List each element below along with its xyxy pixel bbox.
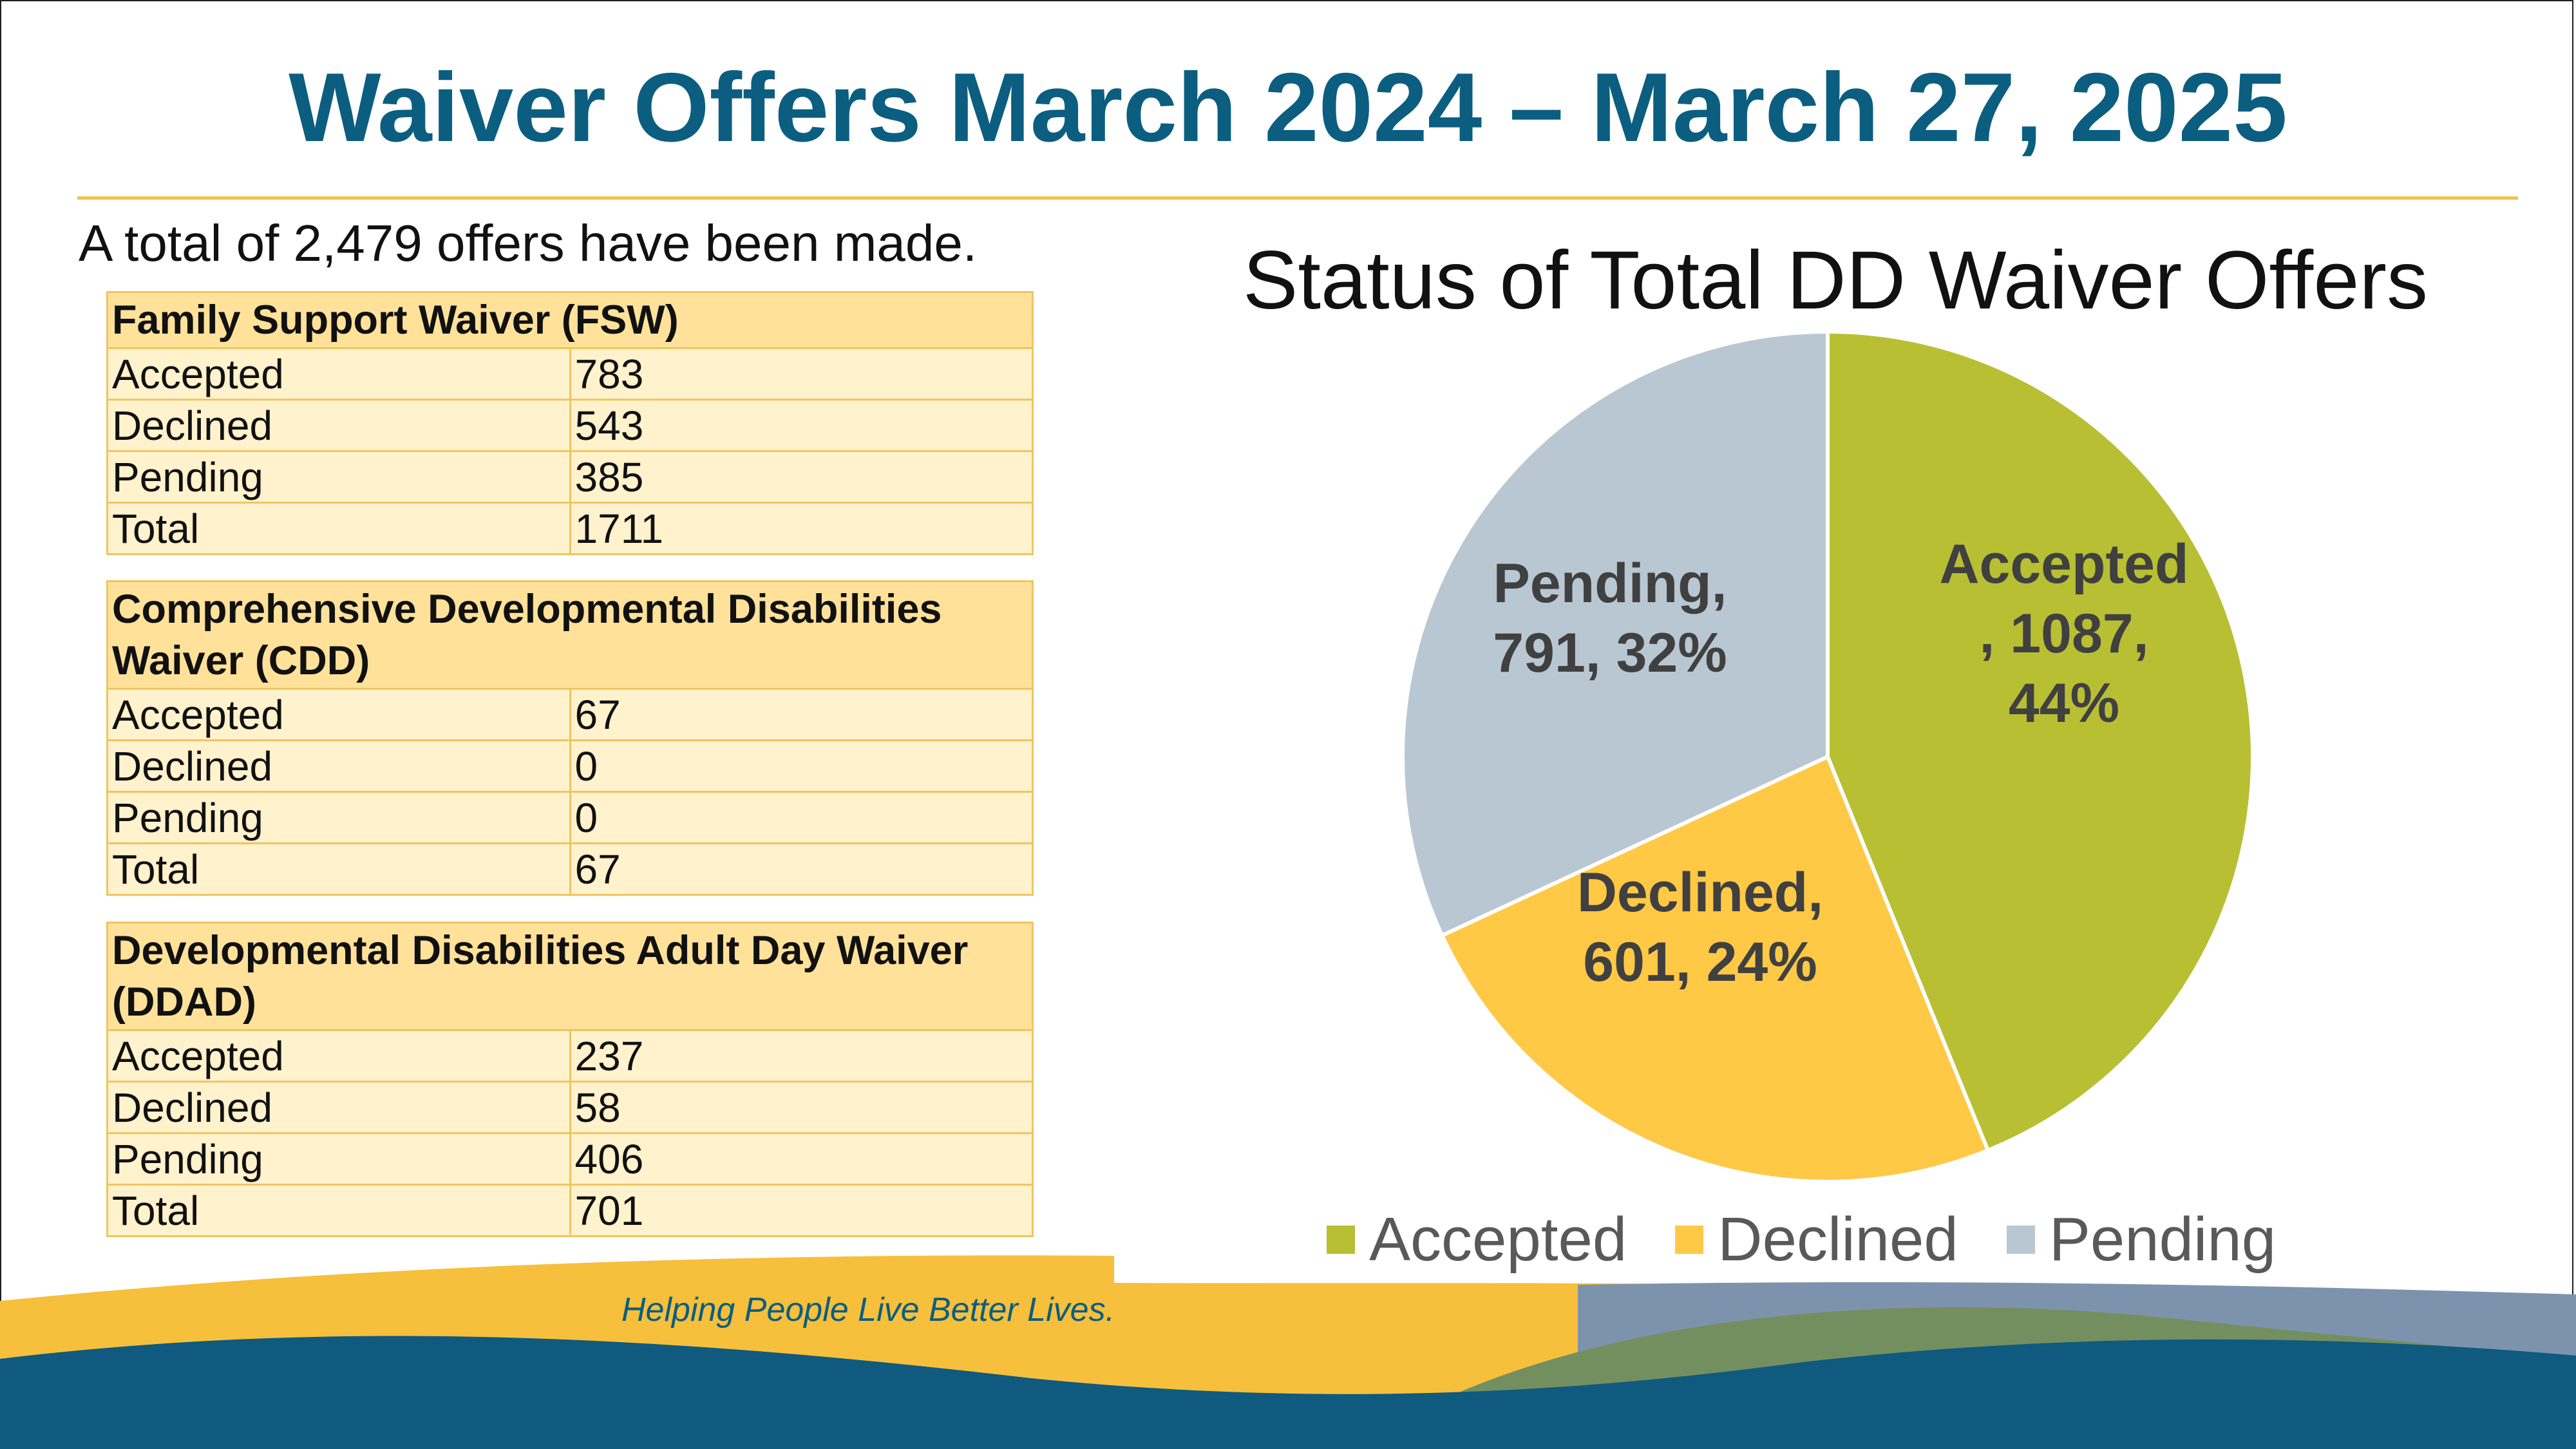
table-row: Declined 58 — [106, 1081, 1034, 1134]
row-value: 783 — [569, 347, 1034, 401]
row-value: 58 — [569, 1081, 1034, 1134]
row-value: 0 — [569, 739, 1034, 793]
legend-swatch — [2006, 1226, 2035, 1254]
cdd-table: Comprehensive Developmental Disabilities… — [106, 580, 1034, 896]
offers-summary: A total of 2,479 offers have been made. — [79, 214, 978, 272]
row-label: Total — [106, 842, 571, 896]
chart-title: Status of Total DD Waiver Offers — [1242, 234, 2429, 327]
table-row: Pending 385 — [106, 450, 1034, 504]
legend-label: Accepted — [1369, 1205, 1627, 1274]
slide-title: Waiver Offers March 2024 – March 27, 202… — [289, 53, 2287, 162]
wave-navy — [0, 1336, 2576, 1449]
row-value: 406 — [569, 1132, 1034, 1186]
table-row: Declined 0 — [106, 739, 1034, 793]
legend-swatch — [1327, 1226, 1355, 1254]
table-header: Developmental Disabilities Adult Day Wai… — [106, 922, 1034, 1031]
legend-item-declined: Declined — [1675, 1204, 1958, 1275]
table-row: Pending 0 — [106, 791, 1034, 844]
data-label-pending: Pending, 791, 32% — [1493, 553, 1727, 684]
legend-label: Pending — [2049, 1205, 2277, 1274]
table-row: Accepted 67 — [106, 688, 1034, 741]
table-row: Total 67 — [106, 842, 1034, 896]
table-row: Declined 543 — [106, 399, 1034, 452]
legend-item-accepted: Accepted — [1327, 1204, 1627, 1275]
slice-declined — [1439, 753, 1991, 1184]
data-label-declined: Declined, 601, 24% — [1577, 862, 1823, 993]
title-divider — [77, 196, 2518, 200]
row-label: Pending — [106, 791, 571, 844]
row-label: Pending — [106, 1132, 571, 1186]
row-label: Accepted — [106, 347, 571, 401]
row-label: Declined — [106, 1081, 571, 1134]
row-label: Declined — [106, 739, 571, 793]
row-value: 385 — [569, 450, 1034, 504]
row-value: 0 — [569, 791, 1034, 844]
table-row: Accepted 237 — [106, 1029, 1034, 1083]
fsw-table: Family Support Waiver (FSW) Accepted 783 … — [106, 291, 1034, 555]
table-header: Family Support Waiver (FSW) — [106, 291, 1034, 349]
row-label: Pending — [106, 450, 571, 504]
table-row: Total 1711 — [106, 502, 1034, 555]
data-label-accepted: Accepted, 1087, 44% — [1939, 533, 2188, 734]
table-row: Accepted 783 — [106, 347, 1034, 401]
row-value: 67 — [569, 842, 1034, 896]
ddad-table: Developmental Disabilities Adult Day Wai… — [106, 922, 1034, 1237]
slice-accepted — [1826, 329, 2255, 1153]
row-label: Total — [106, 502, 571, 555]
row-value: 701 — [569, 1184, 1034, 1237]
row-label: Declined — [106, 399, 571, 452]
table-row: Total 701 — [106, 1184, 1034, 1237]
table-row: Pending 406 — [106, 1132, 1034, 1186]
chart-legend: Accepted Declined Pending — [1327, 1201, 2324, 1278]
tagline: Helping People Live Better Lives. — [621, 1291, 1115, 1329]
legend-item-pending: Pending — [2006, 1204, 2277, 1275]
legend-swatch — [1675, 1226, 1704, 1254]
row-value: 1711 — [569, 502, 1034, 555]
footer-waves — [0, 1255, 2576, 1449]
row-label: Accepted — [106, 688, 571, 741]
row-label: Accepted — [106, 1029, 571, 1083]
row-value: 237 — [569, 1029, 1034, 1083]
legend-label: Declined — [1718, 1205, 1958, 1274]
row-label: Total — [106, 1184, 571, 1237]
slice-pending — [1401, 329, 1830, 938]
row-value: 543 — [569, 399, 1034, 452]
table-header: Comprehensive Developmental Disabilities… — [106, 580, 1034, 690]
row-value: 67 — [569, 688, 1034, 741]
